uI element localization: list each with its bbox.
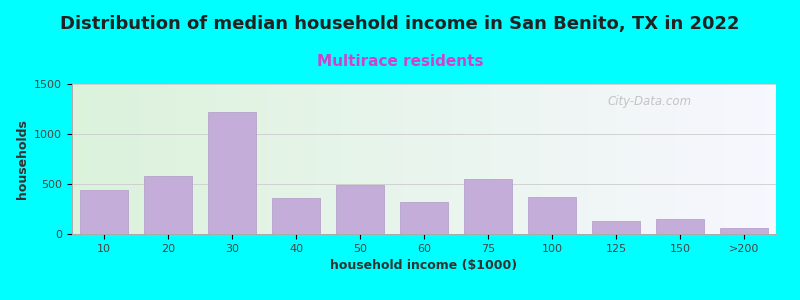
Bar <box>528 197 576 234</box>
Bar <box>144 176 192 234</box>
Bar <box>208 112 256 234</box>
Bar <box>336 185 384 234</box>
Text: City-Data.com: City-Data.com <box>607 95 691 109</box>
Text: Distribution of median household income in San Benito, TX in 2022: Distribution of median household income … <box>60 15 740 33</box>
Bar <box>720 228 768 234</box>
Bar <box>464 179 512 234</box>
Bar <box>272 198 320 234</box>
X-axis label: household income ($1000): household income ($1000) <box>330 259 518 272</box>
Text: Multirace residents: Multirace residents <box>317 54 483 69</box>
Bar <box>592 221 640 234</box>
Bar <box>80 190 128 234</box>
Bar <box>400 202 448 234</box>
Bar <box>656 218 704 234</box>
Y-axis label: households: households <box>16 119 29 199</box>
